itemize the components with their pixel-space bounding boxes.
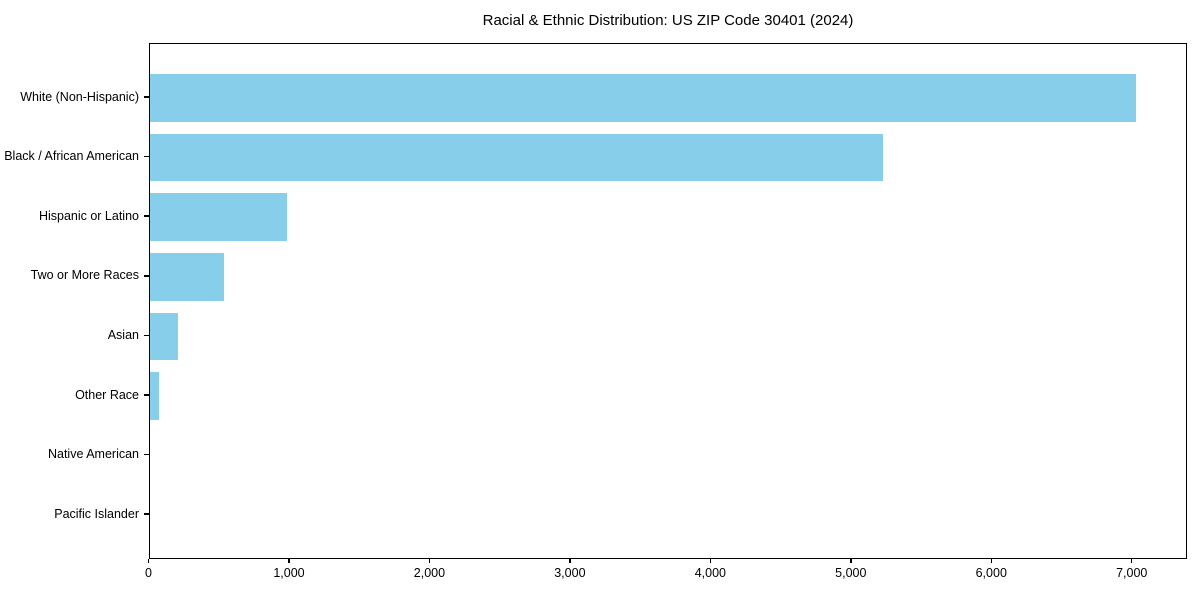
y-axis-label: Hispanic or Latino <box>38 208 139 223</box>
x-tick-mark <box>709 558 712 563</box>
bar-black-african-american <box>149 133 883 182</box>
y-tick-mark <box>144 215 149 217</box>
x-tick-mark <box>850 558 852 563</box>
x-axis-tick-label: 1,000 <box>273 565 305 580</box>
bar-two-or-more-races <box>149 253 224 301</box>
bar-white-non-hispanic <box>149 74 1137 122</box>
y-tick-mark <box>144 96 149 98</box>
bar-hispanic-or-latino <box>149 193 287 241</box>
x-axis-tick-label: 2,000 <box>413 565 446 580</box>
plot-frame <box>148 42 1187 559</box>
x-tick-mark <box>428 558 431 563</box>
y-tick-mark <box>144 275 149 277</box>
x-tick-mark <box>147 558 150 563</box>
x-tick-mark <box>1130 558 1133 563</box>
chart-title: Racial & Ethnic Distribution: US ZIP Cod… <box>482 12 854 29</box>
y-tick-mark <box>144 334 149 337</box>
x-axis-tick-label: 4,000 <box>694 565 726 580</box>
y-tick-mark <box>144 453 149 456</box>
y-axis-label: Other Race <box>75 387 139 402</box>
x-axis-tick-label: 0 <box>145 565 152 580</box>
y-axis-label: Black / African American <box>4 149 139 164</box>
y-tick-mark <box>144 513 149 515</box>
x-axis-tick-label: 3,000 <box>554 565 586 580</box>
y-tick-mark <box>144 155 149 158</box>
x-tick-mark <box>288 558 290 563</box>
bar-other-race <box>149 372 160 420</box>
x-tick-mark <box>569 558 571 563</box>
y-axis-label: Pacific Islander <box>54 506 139 521</box>
x-tick-mark <box>990 558 992 563</box>
x-axis-tick-label: 6,000 <box>975 565 1007 580</box>
y-axis-label: White (Non-Hispanic) <box>20 89 139 104</box>
y-tick-mark <box>144 394 149 396</box>
x-axis-tick-label: 7,000 <box>1116 565 1148 580</box>
y-axis-label: Two or More Races <box>30 268 139 283</box>
bar-asian <box>149 312 178 361</box>
y-axis-label: Asian <box>107 327 139 342</box>
y-axis-label: Native American <box>47 447 139 462</box>
x-axis-tick-label: 5,000 <box>835 565 867 580</box>
